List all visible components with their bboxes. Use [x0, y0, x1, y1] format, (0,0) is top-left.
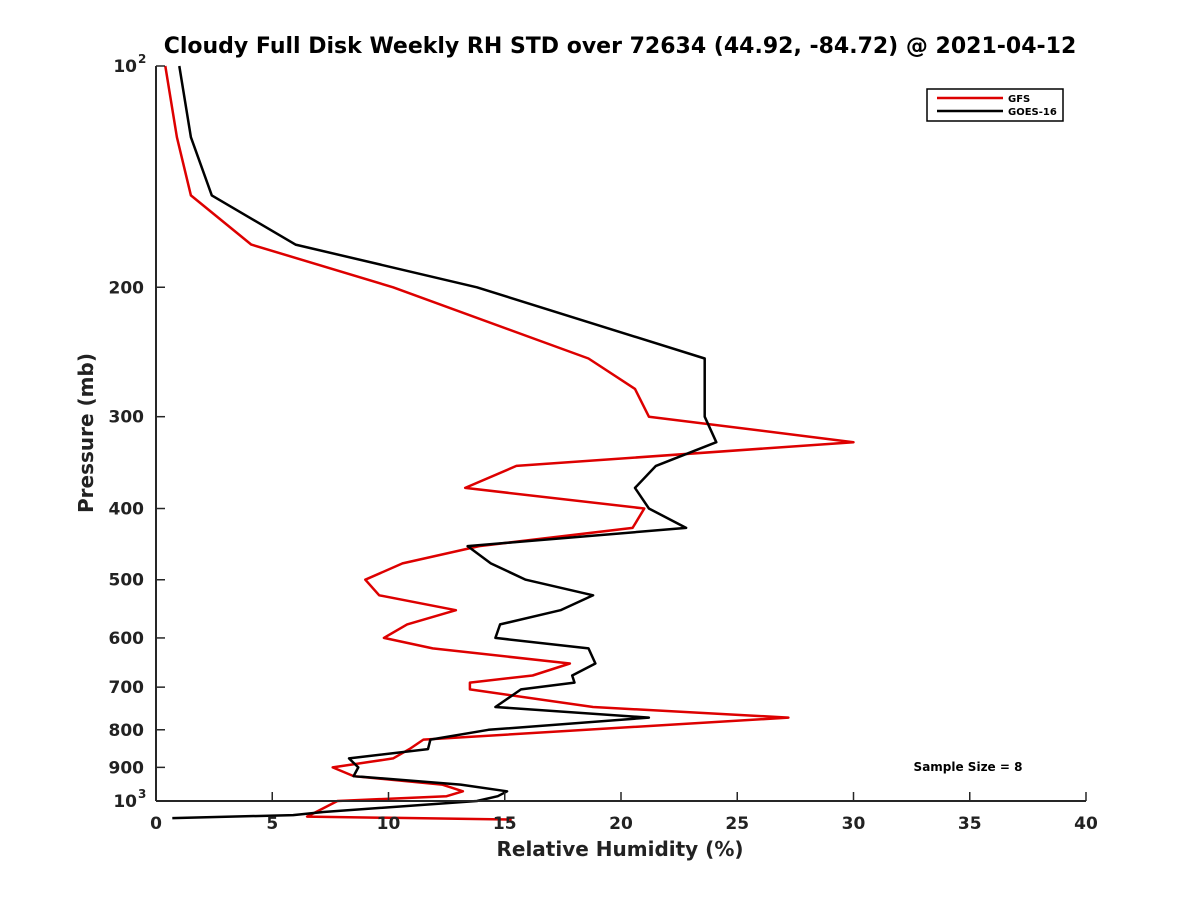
- x-tick-label: 30: [842, 814, 866, 834]
- x-tick-label: 0: [150, 814, 162, 834]
- y-tick-label: 700: [109, 678, 145, 698]
- legend-entries: GFS GOES-16: [937, 94, 1057, 118]
- series-line-gfs: [164, 65, 855, 821]
- y-axis-label: Pressure (mb): [74, 353, 98, 513]
- y-tick-label: 300: [109, 408, 145, 428]
- plot-frame: [156, 66, 1086, 801]
- legend-box: [926, 88, 1064, 122]
- y-tick-label: 400: [109, 500, 145, 520]
- y-tick-label: 200: [109, 278, 145, 298]
- plot-area: 0 5 10 15 20 25 30 35 40 10 220030040050060070080…: [109, 52, 1098, 834]
- y-tick-label: 600: [109, 629, 145, 649]
- legend-label: GFS: [1008, 94, 1030, 105]
- series-line-goes-16: [172, 65, 718, 820]
- x-tick-label: 10: [377, 814, 401, 834]
- legend: GFS GOES-16: [926, 88, 1064, 122]
- x-tick-label: 20: [609, 814, 633, 834]
- y-tick-label: 10: [113, 57, 137, 77]
- y-tick-exponent: 3: [138, 787, 146, 801]
- x-ticks: 0 5 10 15 20 25 30 35 40: [150, 792, 1098, 834]
- x-tick-label: 25: [725, 814, 749, 834]
- chart-title: Cloudy Full Disk Weekly RH STD over 7263…: [164, 34, 1077, 59]
- x-tick-label: 15: [493, 814, 517, 834]
- x-axis-label: Relative Humidity (%): [496, 837, 743, 861]
- y-tick-label: 500: [109, 571, 145, 591]
- y-tick-exponent: 2: [138, 52, 146, 66]
- x-tick-label: 35: [958, 814, 982, 834]
- legend-label: GOES-16: [1008, 107, 1057, 118]
- series-layer: [164, 65, 855, 821]
- x-tick-label: 40: [1074, 814, 1098, 834]
- y-tick-label: 900: [109, 758, 145, 778]
- y-tick-label: 10: [113, 792, 137, 812]
- sample-size-annotation: Sample Size = 8: [914, 760, 1023, 774]
- y-tick-label: 800: [109, 721, 145, 741]
- x-tick-label: 5: [266, 814, 278, 834]
